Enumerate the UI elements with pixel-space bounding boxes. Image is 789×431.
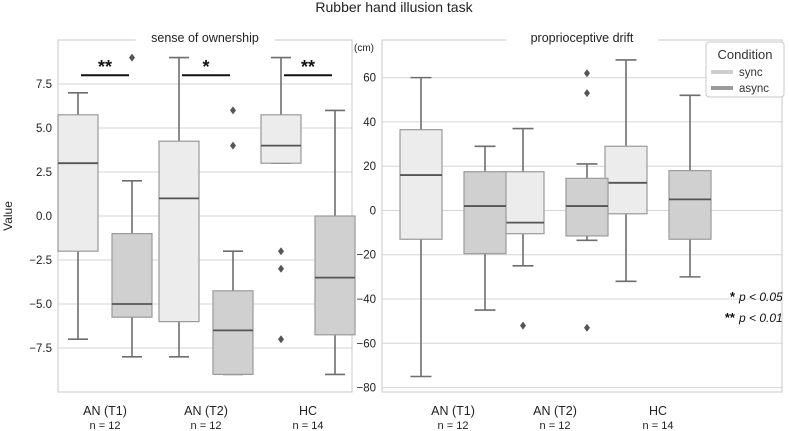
y-tick-label: 60	[363, 73, 376, 85]
box-sync	[260, 56, 302, 344]
box-iqr	[565, 177, 609, 237]
x-tick-label: AN (T2)	[184, 404, 228, 418]
box-iqr	[57, 114, 99, 252]
box-sync	[501, 127, 545, 330]
sig-key-text-1: p < 0.05	[738, 290, 783, 304]
x-tick-label: AN (T1)	[83, 404, 127, 418]
y-axis-label: Value	[1, 201, 15, 231]
y-tick-label: 7.5	[36, 79, 52, 91]
box-iqr	[668, 170, 712, 240]
outlier-point	[278, 247, 284, 256]
box-iqr	[399, 129, 443, 240]
y-unit-label: (cm)	[354, 43, 374, 54]
y-tick-label: 5.0	[36, 123, 52, 135]
x-tick-label: AN (T2)	[533, 404, 577, 418]
panel-title: sense of ownership	[151, 31, 259, 45]
box-async	[565, 69, 609, 332]
box-async	[111, 53, 153, 358]
box-sync	[399, 76, 443, 378]
x-tick-label: AN (T1)	[431, 404, 475, 418]
box-async	[212, 106, 254, 376]
box-sync	[604, 59, 648, 283]
outlier-point	[230, 141, 236, 150]
box-iqr	[260, 114, 302, 164]
figure-title: Rubber hand illusion task	[315, 0, 473, 15]
box-sync	[57, 92, 99, 341]
panel-title-bg	[506, 32, 658, 48]
x-tick-label: HC	[649, 404, 667, 418]
box-iqr	[604, 145, 648, 215]
outlier-point	[129, 53, 135, 62]
panel-title-bg	[135, 32, 275, 48]
panel-title: proprioceptive drift	[531, 31, 634, 45]
box-iqr	[158, 140, 200, 323]
y-tick-label: 20	[363, 161, 376, 173]
box-async	[668, 94, 712, 278]
y-tick-label: −2.5	[29, 255, 52, 267]
y-tick-label: −5.0	[29, 299, 52, 311]
significance-stars: *	[202, 57, 209, 77]
n-label: n = 14	[643, 420, 674, 431]
sig-key-stars-2: **	[725, 310, 736, 325]
box-iqr	[212, 290, 254, 375]
sig-key-stars-1: *	[730, 289, 736, 304]
y-tick-label: −20	[356, 250, 376, 262]
y-tick-label: −40	[356, 294, 376, 306]
outlier-point	[584, 323, 590, 332]
box-async	[314, 109, 356, 376]
outlier-point	[278, 264, 284, 273]
n-label: n = 12	[438, 420, 469, 431]
legend-label-sync: sync	[739, 67, 763, 79]
ownership-panel: −7.5 −5.0 −2.5 0.0 2.5 5.0 7.5 sense of ownersh…	[1, 31, 356, 431]
outlier-point	[278, 335, 284, 344]
box-async	[463, 145, 507, 311]
y-tick-label: 0	[370, 205, 376, 217]
n-label: n = 12	[540, 420, 571, 431]
y-tick-label: 2.5	[36, 167, 52, 179]
box-iqr	[314, 215, 356, 336]
box-iqr	[463, 171, 507, 255]
significance-key: * p < 0.05 ** p < 0.01	[725, 289, 783, 325]
outlier-point	[230, 106, 236, 115]
box-sync	[158, 56, 200, 358]
y-tick-label: −60	[356, 338, 376, 350]
outlier-point	[584, 89, 590, 98]
box-iqr	[501, 171, 545, 235]
legend-title: Condition	[718, 47, 773, 62]
n-label: n = 12	[90, 420, 121, 431]
legend-frame	[705, 41, 785, 98]
drift-panel: −80 −60 −40 −20 0 20 40 60 proprioceptive drift (…	[354, 31, 783, 431]
significance-stars: **	[301, 57, 315, 77]
x-tick-label: HC	[299, 404, 317, 418]
n-label: n = 14	[293, 420, 324, 431]
y-tick-label: −80	[356, 383, 376, 395]
outlier-point	[584, 69, 590, 78]
legend: Condition sync async	[705, 41, 785, 98]
legend-label-async: async	[739, 83, 769, 95]
y-tick-label: 0.0	[36, 211, 52, 223]
significance-stars: **	[98, 57, 112, 77]
outlier-point	[520, 321, 526, 330]
sig-key-text-2: p < 0.01	[738, 311, 783, 325]
y-tick-label: −7.5	[29, 343, 52, 355]
n-label: n = 12	[191, 420, 222, 431]
y-tick-label: 40	[363, 117, 376, 129]
